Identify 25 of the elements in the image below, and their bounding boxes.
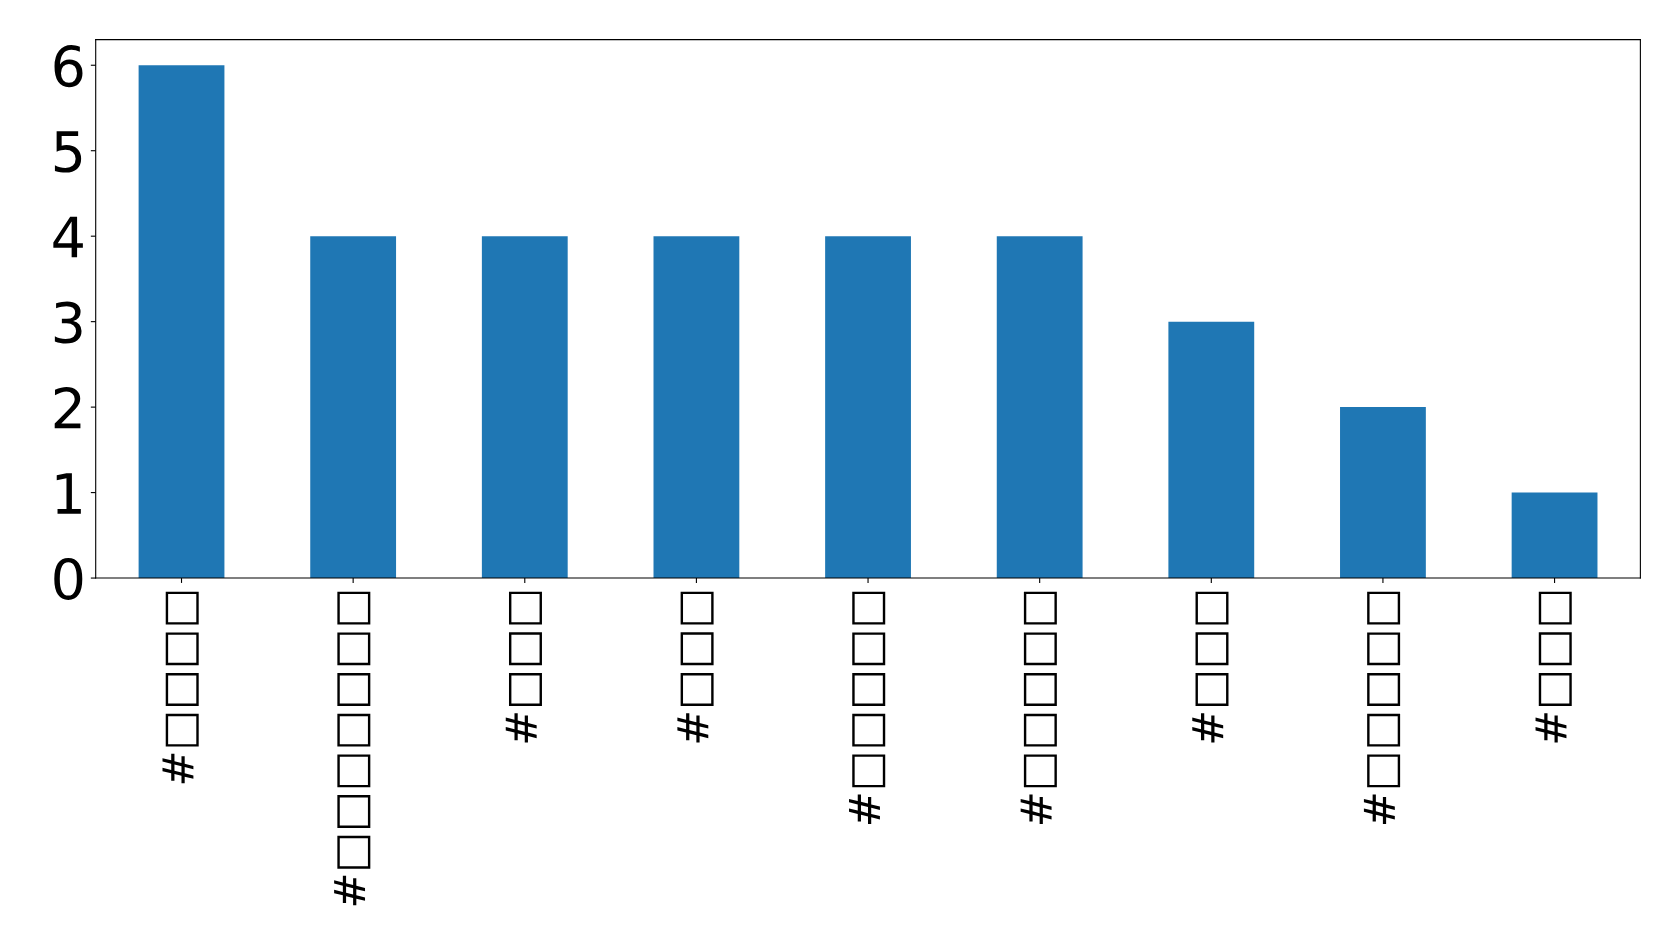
bar xyxy=(138,65,225,579)
x-tick-label: #□□□ xyxy=(505,591,542,743)
bar xyxy=(1340,407,1426,579)
bar xyxy=(825,236,911,579)
bar xyxy=(310,236,397,579)
x-tick-label: #□□□□□ xyxy=(849,591,886,824)
bar xyxy=(481,236,568,579)
y-tick-label: 6 xyxy=(54,45,83,88)
x-tick-label: #□□□□□□□ xyxy=(334,591,371,906)
x-tick-label: #□□□ xyxy=(1535,591,1572,743)
y-tick-label: 4 xyxy=(53,216,83,258)
y-tick-label: 2 xyxy=(54,387,81,429)
x-tick-label: #□□□ xyxy=(1192,591,1229,743)
bar xyxy=(996,236,1083,579)
bar xyxy=(1168,321,1255,579)
x-tick-label: #□□□ xyxy=(677,591,714,743)
y-tick-label: 5 xyxy=(54,131,82,173)
y-tick-label: 3 xyxy=(54,301,82,344)
bar xyxy=(653,236,740,579)
x-tick-label: #□□□□ xyxy=(162,591,199,784)
x-tick-label: #□□□□□ xyxy=(1020,591,1057,824)
y-tick-label: 0 xyxy=(54,557,83,600)
x-tick-label: #□□□□□ xyxy=(1363,591,1401,824)
y-tick-label: 1 xyxy=(56,473,81,514)
bar xyxy=(1511,492,1598,579)
